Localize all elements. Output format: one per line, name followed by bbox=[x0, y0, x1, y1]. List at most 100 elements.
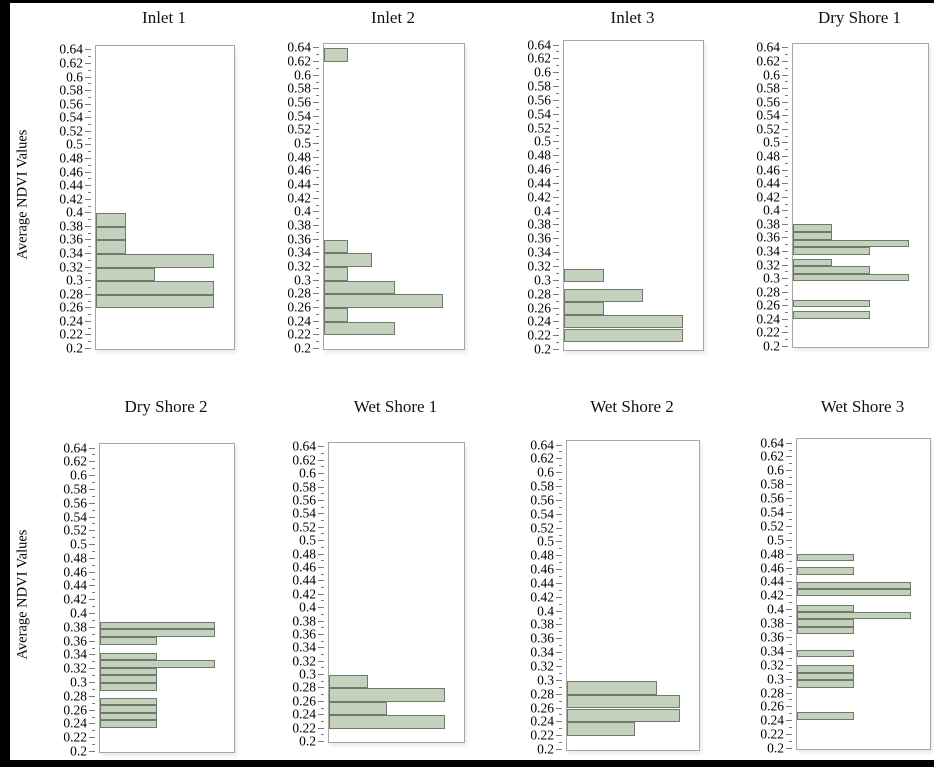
y-tick-mark-major bbox=[553, 155, 559, 157]
y-tick-mark-major bbox=[85, 266, 91, 268]
y-tick-label: 0.2 bbox=[70, 743, 87, 759]
y-tick-label: 0.36 bbox=[59, 231, 83, 247]
y-tick-label: 0.28 bbox=[756, 284, 780, 300]
y-tick-mark-major bbox=[782, 278, 788, 280]
histogram-bar bbox=[100, 621, 215, 630]
y-axis-label-row1: Average NDVI Values bbox=[14, 129, 31, 260]
y-tick-label: 0.22 bbox=[63, 729, 87, 745]
y-tick-mark-minor bbox=[316, 149, 319, 151]
y-tick-label: 0.44 bbox=[59, 177, 83, 193]
y-tick-mark-major bbox=[556, 721, 562, 723]
y-tick-mark-major bbox=[85, 334, 91, 336]
y-tick-label: 0.34 bbox=[287, 244, 311, 260]
y-tick-label: 0.5 bbox=[66, 136, 83, 152]
y-tick-mark-major bbox=[85, 239, 91, 241]
y-tick-label: 0.22 bbox=[756, 324, 780, 340]
y-tick-mark-minor bbox=[785, 67, 788, 69]
chart-title: Inlet 2 bbox=[371, 8, 415, 27]
y-tick-label: 0.36 bbox=[530, 630, 554, 646]
y-tick-mark-minor bbox=[559, 451, 562, 453]
y-tick-mark-minor bbox=[88, 164, 91, 166]
y-tick-label: 0.56 bbox=[287, 94, 311, 110]
histogram-bar bbox=[100, 697, 158, 706]
y-tick-mark-major bbox=[318, 473, 324, 475]
y-tick-label: 0.32 bbox=[756, 257, 780, 273]
y-tick-label: 0.22 bbox=[292, 720, 316, 736]
y-tick-mark-major bbox=[89, 709, 95, 711]
y-tick-mark-minor bbox=[785, 94, 788, 96]
y-tick-label: 0.62 bbox=[292, 452, 316, 468]
y-tick-label: 0.34 bbox=[292, 639, 316, 655]
y-tick-label: 0.5 bbox=[534, 133, 551, 149]
y-tick-label: 0.46 bbox=[527, 161, 551, 177]
y-tick-mark-major bbox=[318, 700, 324, 702]
y-tick-mark-minor bbox=[321, 533, 324, 535]
y-tick-label: 0.6 bbox=[763, 67, 780, 83]
y-tick-mark-major bbox=[556, 652, 562, 654]
y-tick-mark-minor bbox=[785, 189, 788, 191]
chart-title: Dry Shore 2 bbox=[124, 397, 208, 416]
y-tick-mark-major bbox=[85, 320, 91, 322]
y-tick-mark-major bbox=[313, 88, 319, 90]
y-tick-mark-major bbox=[786, 692, 792, 694]
y-tick-label: 0.4 bbox=[70, 605, 87, 621]
y-tick-mark-minor bbox=[92, 716, 95, 718]
y-tick-label: 0.4 bbox=[294, 203, 311, 219]
y-tick-mark-minor bbox=[556, 79, 559, 81]
y-tick-label: 0.32 bbox=[530, 658, 554, 674]
y-tick-mark-major bbox=[553, 335, 559, 337]
y-tick-label: 0.62 bbox=[287, 53, 311, 69]
y-tick-label: 0.58 bbox=[760, 476, 784, 492]
y-tick-label: 0.52 bbox=[527, 120, 551, 135]
y-tick-label: 0.3 bbox=[763, 270, 780, 286]
y-tick-mark-major bbox=[782, 183, 788, 185]
y-tick-mark-major bbox=[85, 253, 91, 254]
y-tick-mark-major bbox=[556, 693, 562, 695]
y-tick-mark-minor bbox=[556, 148, 559, 150]
histogram-bar bbox=[329, 715, 445, 729]
y-tick-mark-minor bbox=[789, 643, 792, 645]
y-tick-label: 0.64 bbox=[287, 39, 311, 55]
y-tick-label: 0.5 bbox=[70, 536, 87, 552]
histogram-bar bbox=[329, 688, 445, 702]
y-tick-mark-minor bbox=[789, 560, 792, 562]
y-tick-label: 0.26 bbox=[756, 297, 780, 313]
y-tick-mark-major bbox=[556, 610, 562, 612]
y-tick-label: 0.6 bbox=[537, 464, 554, 480]
y-tick-label: 0.44 bbox=[287, 176, 311, 192]
y-tick-mark-major bbox=[782, 142, 788, 144]
histogram-bar bbox=[564, 289, 644, 303]
y-tick-label: 0.64 bbox=[756, 39, 780, 55]
y-tick-mark-major bbox=[782, 346, 788, 347]
y-tick-label: 0.42 bbox=[756, 189, 780, 205]
y-tick-mark-minor bbox=[321, 667, 324, 669]
y-tick-mark-minor bbox=[88, 56, 91, 58]
y-tick-mark-major bbox=[313, 211, 319, 213]
y-tick-label: 0.62 bbox=[756, 53, 780, 69]
y-tick-mark-major bbox=[85, 130, 91, 132]
y-tick-label: 0.28 bbox=[287, 285, 311, 301]
y-tick-label: 0.62 bbox=[760, 448, 784, 464]
y-tick-label: 0.58 bbox=[527, 78, 551, 94]
histogram-bar bbox=[567, 680, 657, 695]
y-tick-mark-major bbox=[89, 571, 95, 573]
y-tick-mark-minor bbox=[559, 562, 562, 564]
histogram-bar bbox=[100, 675, 158, 683]
y-tick-label: 0.44 bbox=[292, 572, 316, 588]
y-tick-mark-minor bbox=[556, 231, 559, 233]
histogram-bar bbox=[567, 722, 635, 737]
histogram-bar bbox=[96, 240, 126, 254]
y-tick-label: 0.2 bbox=[534, 341, 551, 357]
histogram-bar bbox=[329, 675, 368, 689]
y-tick-mark-major bbox=[782, 101, 788, 103]
y-tick-mark-major bbox=[553, 141, 559, 143]
y-tick-label: 0.32 bbox=[527, 258, 551, 274]
y-tick-label: 0.56 bbox=[530, 492, 554, 508]
y-tick-label: 0.64 bbox=[59, 41, 83, 57]
y-tick-mark-major bbox=[313, 334, 319, 336]
y-tick-mark-major bbox=[786, 636, 792, 638]
y-tick-mark-minor bbox=[785, 230, 788, 232]
y-tick-mark-minor bbox=[316, 245, 319, 247]
plot-area bbox=[792, 43, 929, 348]
chart-title: Dry Shore 1 bbox=[817, 8, 902, 27]
